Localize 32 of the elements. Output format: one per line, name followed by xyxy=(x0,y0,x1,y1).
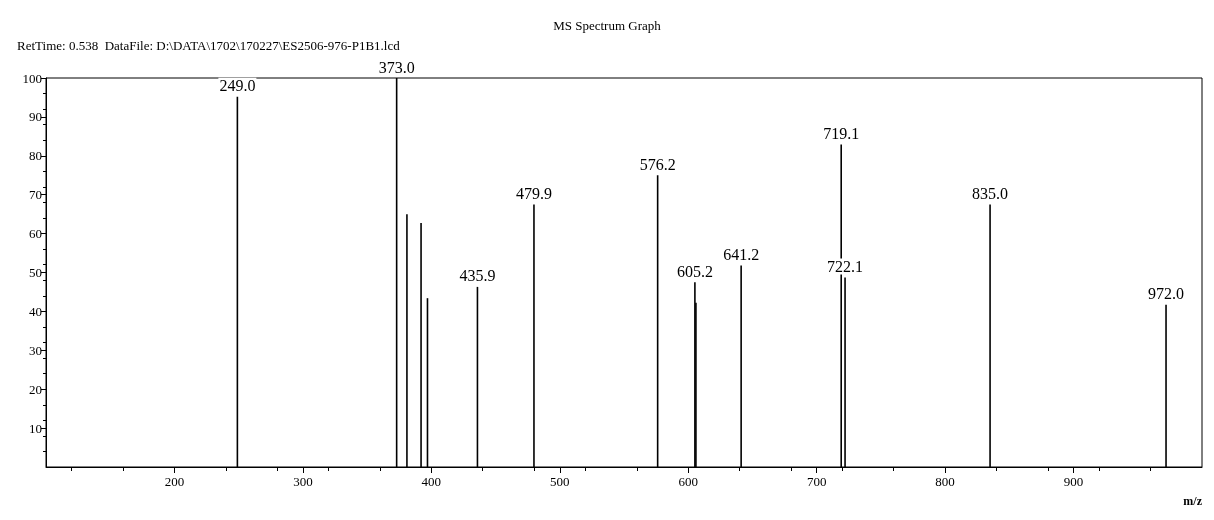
y-tick-label: 100 xyxy=(22,70,42,86)
x-tick-label: 600 xyxy=(678,474,698,489)
annotation: 576.2 xyxy=(639,155,676,173)
x-tick-label: 900 xyxy=(1063,474,1084,489)
x-tick-label: 700 xyxy=(806,474,827,489)
x-tick-label: 800 xyxy=(935,474,955,489)
y-tick-label: 70 xyxy=(29,187,42,203)
annotation: 373.0 xyxy=(378,58,415,76)
y-tick-label: 40 xyxy=(29,303,42,319)
annotation: 972.0 xyxy=(1148,285,1185,303)
y-tick-label: 30 xyxy=(29,342,42,358)
annotation: 435.9 xyxy=(459,267,496,285)
chart-subtitle: RetTime: 0.538 DataFile: D:\DATA\1702\170227\ES2506-976-P1B1.lcd xyxy=(17,38,401,53)
annotation: 249.0 xyxy=(219,77,256,95)
y-tick-label: 50 xyxy=(29,265,42,280)
annotation: 641.2 xyxy=(723,246,760,263)
y-tick-label: 10 xyxy=(29,420,42,436)
x-tick-label: 500 xyxy=(550,474,570,489)
x-tick-label: 400 xyxy=(421,474,442,489)
x-tick-label: 200 xyxy=(164,474,185,489)
x-tick-label: 300 xyxy=(293,474,313,489)
annotation: 479.9 xyxy=(515,184,552,202)
y-tick-label: 60 xyxy=(29,226,42,242)
annotation: 719.1 xyxy=(823,125,860,143)
y-tick-label: 80 xyxy=(29,148,42,164)
annotation: 722.1 xyxy=(827,258,864,276)
chart-title: MS Spectrum Graph xyxy=(553,18,662,33)
x-axis-title: m/z xyxy=(1183,494,1203,508)
annotation: 605.2 xyxy=(676,262,713,280)
annotation: 835.0 xyxy=(972,184,1009,202)
y-tick-label: 20 xyxy=(29,381,42,397)
y-tick-label: 90 xyxy=(29,109,42,125)
